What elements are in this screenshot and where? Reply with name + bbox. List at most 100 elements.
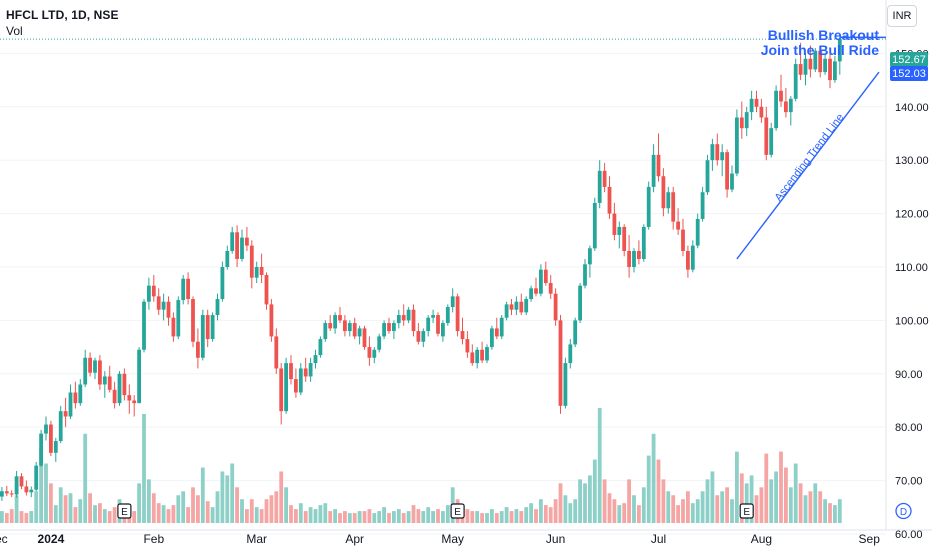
time-axis[interactable]: Dec2024FebMarAprMayJunJulAugSepOct <box>0 532 932 546</box>
volume-bar <box>171 505 176 523</box>
candle-body <box>132 400 137 404</box>
volume-bar <box>441 511 445 523</box>
volume-bar <box>377 511 382 523</box>
volume-bar <box>553 499 558 523</box>
candle-body <box>196 341 200 358</box>
candle-body <box>240 237 244 259</box>
candle-body <box>539 269 543 294</box>
volume-bar <box>303 511 308 523</box>
candle-body <box>784 101 788 113</box>
x-tick-label: Sep <box>859 532 881 546</box>
x-tick-label: Mar <box>246 532 267 546</box>
candle-body <box>529 288 533 300</box>
price-axis[interactable]: 150.00140.00130.00120.00110.00100.0090.0… <box>895 48 929 541</box>
volume-bar <box>661 479 666 523</box>
volume-bar <box>563 495 568 523</box>
candle-body <box>264 275 269 305</box>
volume-bar <box>519 511 524 523</box>
candle-body <box>401 315 406 321</box>
volume-bar <box>774 471 778 523</box>
candle-body <box>823 58 827 73</box>
candle-body <box>318 339 323 356</box>
candle-body <box>377 336 382 350</box>
volume-bar <box>249 499 254 523</box>
candle-body <box>490 328 494 348</box>
volume-bar <box>730 499 734 523</box>
candle-body <box>122 373 127 396</box>
candle-body <box>833 61 837 81</box>
volume-bar <box>666 491 671 523</box>
candle-body <box>597 170 602 203</box>
symbol-title[interactable]: HFCL LTD, 1D, NSE <box>6 8 119 22</box>
volume-bar <box>818 491 823 523</box>
volume-bar <box>749 475 754 523</box>
candle-body <box>788 98 793 113</box>
candle-body <box>39 433 43 466</box>
volume-bar <box>411 505 416 523</box>
volume-bar <box>656 459 661 523</box>
volume-bar <box>347 513 352 523</box>
candle-body <box>34 465 39 490</box>
volume-bar <box>607 493 612 523</box>
currency-button[interactable]: INR <box>887 5 917 27</box>
event-markers[interactable]: EEEDE <box>117 502 932 520</box>
candle-body <box>357 328 362 337</box>
volume-bar <box>112 507 117 523</box>
volume-bar <box>744 483 749 523</box>
volume-bar <box>220 471 225 523</box>
candle-body <box>465 339 470 353</box>
candle-body <box>519 301 524 313</box>
volume-bar <box>720 491 725 523</box>
annotation-note-line-1: Bullish Breakout <box>767 27 879 43</box>
candle-body <box>107 376 112 390</box>
candle-body <box>416 331 421 342</box>
y-tick-label: 90.00 <box>895 369 923 381</box>
candle-body <box>426 317 431 332</box>
volume-bar <box>254 507 259 523</box>
candle-body <box>308 363 313 377</box>
volume-bar <box>514 509 519 523</box>
candle-body <box>284 363 288 412</box>
volume-bar <box>686 491 690 523</box>
candle-body <box>798 64 803 75</box>
candle-body <box>49 424 53 453</box>
volume-bar <box>592 459 597 523</box>
candle-body <box>637 250 641 259</box>
volume-bar <box>333 509 337 523</box>
volume-bar <box>132 511 137 523</box>
candle-body <box>0 491 4 497</box>
candle-body <box>622 226 627 251</box>
volume-legend[interactable]: Vol <box>6 24 23 38</box>
candle-body <box>83 357 88 385</box>
volume-bar <box>382 507 386 523</box>
candle-body <box>156 296 161 310</box>
volume-bar <box>509 511 514 523</box>
candle-body <box>343 320 347 332</box>
candle-body <box>127 395 132 401</box>
candle-body <box>161 301 166 310</box>
candle-body <box>720 152 725 161</box>
candle-body <box>480 349 484 361</box>
last-price-label: 152.67 <box>890 52 928 67</box>
candle-body <box>186 278 190 300</box>
volume-bar <box>53 505 58 523</box>
candle-body <box>632 250 636 267</box>
candle-body <box>793 64 798 99</box>
volume-bar <box>779 451 783 523</box>
volume-bar <box>161 505 166 523</box>
candle-body <box>333 315 337 329</box>
candle-body <box>235 232 239 259</box>
volume-bar <box>362 511 367 523</box>
previous-close-label: 152.03 <box>890 66 928 81</box>
candle-body <box>4 491 9 494</box>
volume-bar <box>494 513 499 523</box>
volume-bar <box>700 491 705 523</box>
candle-body <box>171 317 176 337</box>
volume-bar <box>29 511 34 523</box>
candle-body <box>259 266 264 275</box>
candle-body <box>588 248 592 265</box>
candle-body <box>411 309 416 332</box>
volume-bar <box>539 499 543 523</box>
candle-body <box>661 176 666 209</box>
